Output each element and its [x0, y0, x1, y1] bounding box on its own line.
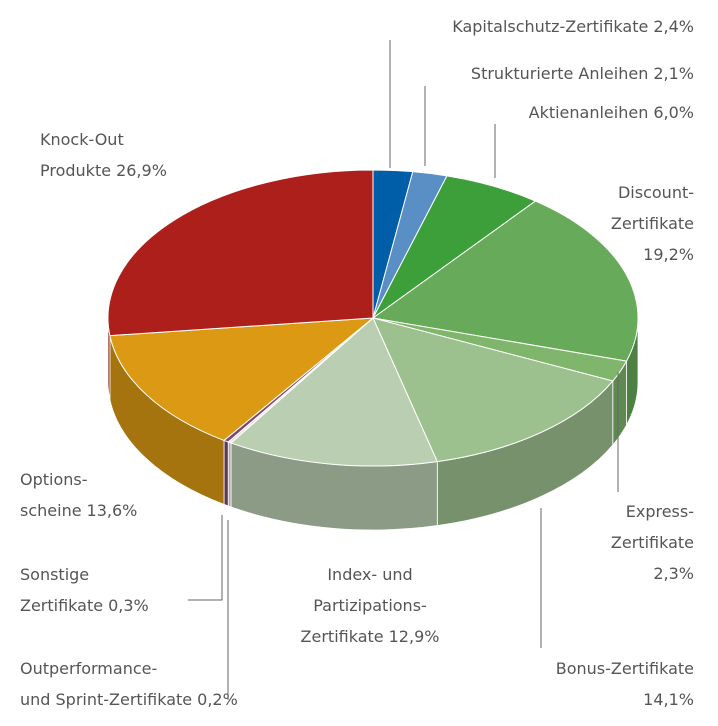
pie-side: [223, 439, 229, 507]
slice-label: Discount-Zertifikate: [611, 183, 694, 233]
value-label: 2,3%: [653, 564, 694, 583]
value-label: 14,1%: [643, 690, 694, 709]
value-label: 26,9%: [116, 161, 167, 180]
value-label: 0,3%: [108, 596, 149, 615]
pie-slice: [371, 200, 639, 362]
value-label: 19,2%: [643, 245, 694, 264]
slice-label: Sonstige Zertifikate: [20, 565, 103, 615]
pie-slice: [109, 317, 375, 441]
value-label: 12,9%: [389, 627, 440, 646]
slice-label: Knock-Out Produkte: [40, 130, 124, 180]
slice-label: Express-Zertifikate: [611, 502, 694, 552]
leader-line: [188, 515, 223, 601]
slice-label: Outperformance-und Sprint-Zertifikate: [20, 659, 192, 709]
value-label: 2,4%: [653, 17, 694, 36]
pie-slice: [230, 317, 439, 467]
slice-label: Index- und Partizipations-Zertifikate: [301, 565, 427, 646]
slice-label: Kapitalschutz-Zertifikate: [452, 17, 648, 36]
slice-label: Bonus-Zertifikate: [556, 659, 694, 678]
slice-label: Aktienanleihen: [529, 103, 649, 122]
value-label: 2,1%: [653, 64, 694, 83]
slice-label: Strukturierte Anleihen: [471, 64, 648, 83]
pie-side: [227, 441, 232, 508]
slice-label: Options-scheine: [20, 470, 88, 520]
value-label: 0,2%: [197, 690, 238, 709]
value-label: 6,0%: [653, 103, 694, 122]
pie-slice: [372, 317, 614, 463]
value-label: 13,6%: [87, 501, 138, 520]
pie-slice: [107, 169, 374, 337]
